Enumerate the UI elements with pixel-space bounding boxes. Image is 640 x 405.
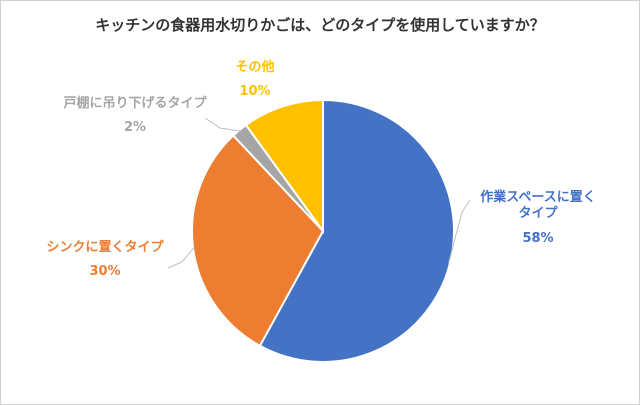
slice-label-line: タイプ (518, 206, 558, 222)
chart-title: キッチンの食器用水切りかごは、どのタイプを使用していますか？ (95, 16, 545, 34)
leader-line-cupboard (204, 117, 241, 132)
slice-label-cupboard: 戸棚に吊り下げるタイプ 2% (40, 96, 230, 137)
slice-value-label: 58% (522, 230, 554, 246)
slice-label-line: 作業スペースに置く (480, 190, 596, 205)
pie-slice-sink (191, 134, 325, 348)
pie-slice-work-space (258, 98, 455, 363)
slice-label-line: シンクに置くタイプ (46, 240, 164, 255)
slice-value-label: 2% (123, 120, 147, 136)
leader-line-sink (167, 246, 195, 269)
slice-value-label: 10% (239, 84, 271, 100)
slice-label-line: 戸棚に吊り下げるタイプ (63, 96, 207, 111)
slice-value-label: 30% (89, 264, 121, 280)
slice-label-line: その他 (235, 60, 275, 75)
pie-slice-other (244, 98, 324, 235)
slice-label-sink: シンクに置くタイプ 30% (30, 240, 180, 281)
leader-line-work-space (448, 199, 471, 264)
slice-label-other: その他 10% (215, 60, 295, 101)
slice-label-work-space: 作業スペースに置く タイプ 58% (478, 190, 598, 247)
